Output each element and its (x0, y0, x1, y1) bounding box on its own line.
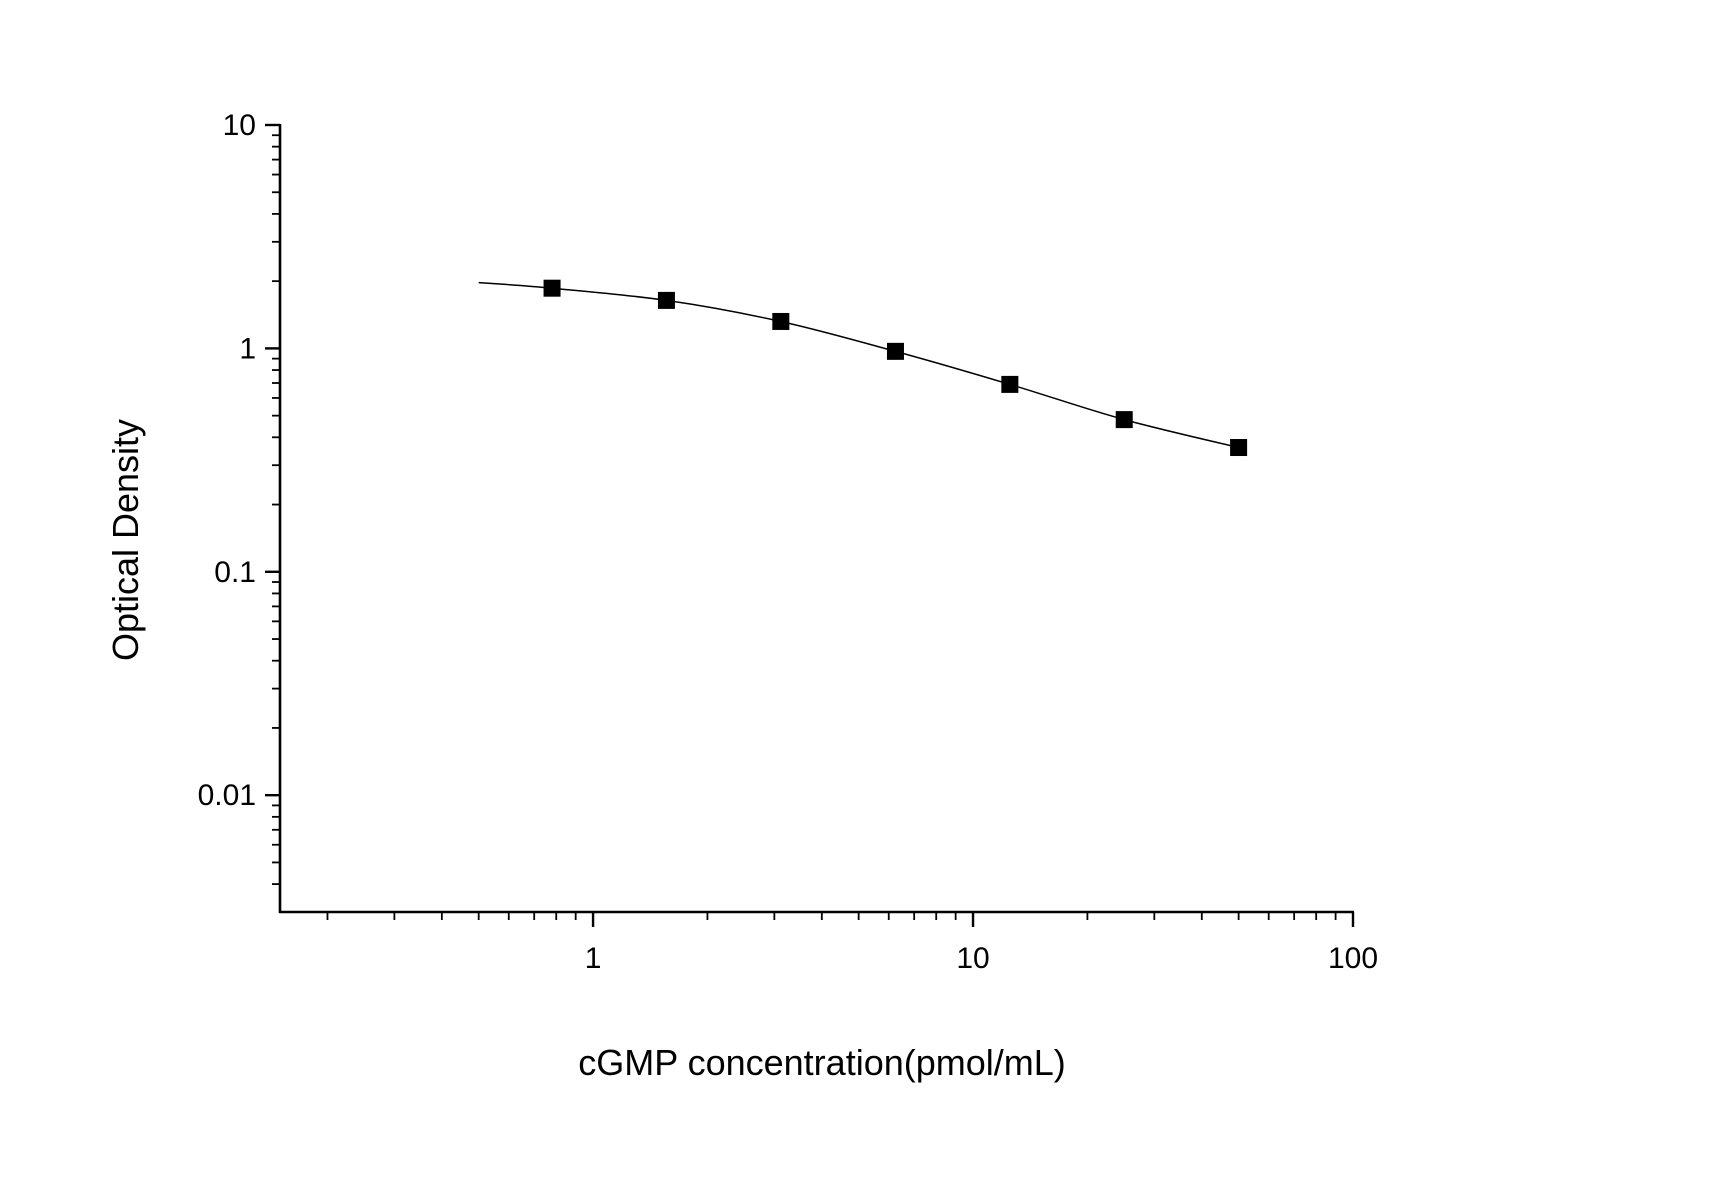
y-tick-label: 10 (223, 109, 256, 142)
data-point (657, 291, 675, 309)
fit-curve (478, 281, 1239, 449)
y-tick-label: 0.01 (198, 779, 256, 812)
data-point (1230, 439, 1248, 457)
y-axis-title: Optical Density (105, 418, 146, 662)
y-tick-label: 1 (239, 332, 256, 365)
data-point (543, 279, 561, 297)
x-tick-label: 10 (956, 942, 989, 975)
x-tick-label: 100 (1328, 942, 1378, 975)
data-point (772, 312, 790, 330)
y-tick-label: 0.1 (214, 556, 256, 589)
data-point (1115, 411, 1133, 429)
data-point (886, 342, 904, 360)
data-point (1001, 375, 1019, 393)
x-axis-title: cGMP concentration(pmol/mL) (578, 1042, 1066, 1083)
x-tick-label: 1 (585, 942, 602, 975)
